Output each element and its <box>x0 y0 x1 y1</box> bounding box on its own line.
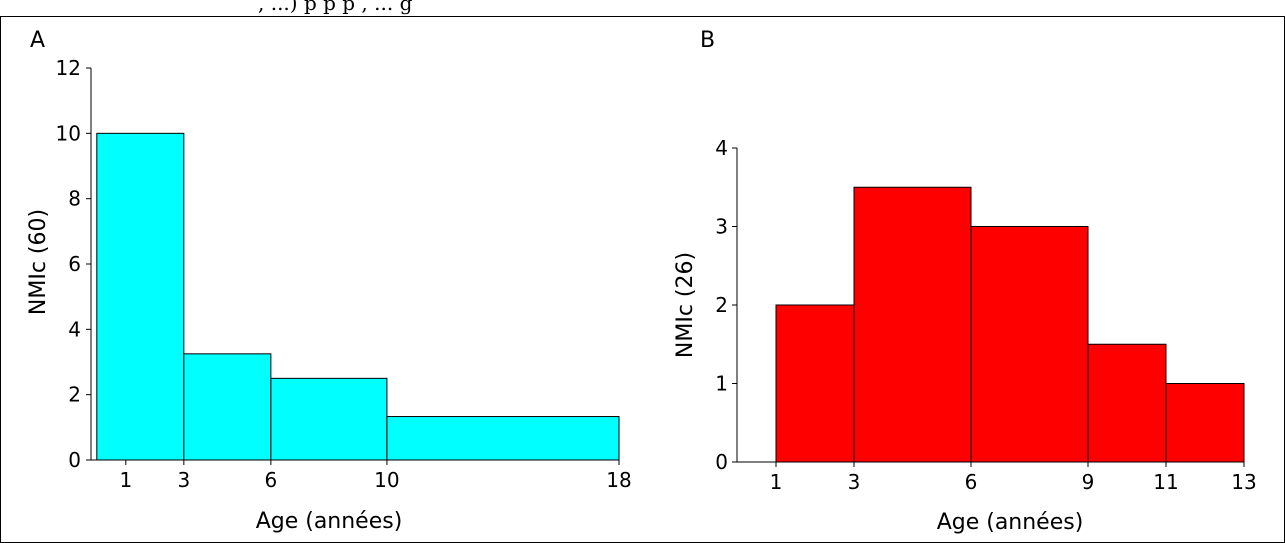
y-tick-label-a: 8 <box>68 187 81 211</box>
bar-a-0 <box>96 132 185 461</box>
y-tick-label-a: 4 <box>68 317 81 341</box>
y-axis-title-b: NMIc (26) <box>673 252 698 358</box>
x-tick-labels-a: 1 3 6 10 18 <box>119 468 631 492</box>
x-tick-label-b: 3 <box>848 470 861 494</box>
x-axis-title-a: Age (années) <box>256 509 403 534</box>
x-tick-label-a: 18 <box>606 468 631 492</box>
y-tick-label-a: 6 <box>68 252 81 276</box>
y-axis-title-a: NMIc (60) <box>26 209 51 315</box>
y-tick-label-a: 10 <box>56 121 81 145</box>
x-tick-label-b: 1 <box>770 470 783 494</box>
y-tick-label-b: 0 <box>715 450 728 474</box>
axes-b <box>732 147 1245 467</box>
x-tick-label-b: 13 <box>1231 470 1256 494</box>
clipped-top-text: , ...) p p p , ... g <box>258 0 413 15</box>
y-tick-labels-a: 0 2 4 6 8 10 12 <box>56 56 81 472</box>
bar-b-0 <box>775 304 855 463</box>
bar-b-3 <box>1087 343 1167 463</box>
y-tick-label-b: 4 <box>715 136 728 160</box>
x-axis-title-b: Age (années) <box>937 510 1084 535</box>
bar-a-1 <box>183 353 272 461</box>
bars-a <box>96 132 620 461</box>
bars-b <box>775 186 1245 463</box>
y-tick-label-a: 2 <box>68 383 81 407</box>
y-tick-labels-b: 0 1 2 3 4 <box>715 136 728 474</box>
chart-panel-a: A 1 3 6 10 18 0 2 4 6 8 10 12 Age (années) NMIc (6… <box>26 28 632 534</box>
bar-b-1 <box>853 186 972 463</box>
x-tick-label-a: 6 <box>265 468 278 492</box>
x-tick-label-b: 6 <box>965 470 978 494</box>
x-tick-label-b: 9 <box>1082 470 1095 494</box>
bar-b-2 <box>970 226 1089 463</box>
y-tick-label-a: 0 <box>68 448 81 472</box>
y-tick-label-b: 2 <box>715 293 728 317</box>
bar-b-4 <box>1165 383 1245 463</box>
axes-a <box>86 67 620 465</box>
panel-label-a: A <box>30 28 45 53</box>
x-tick-labels-b: 1 3 6 9 11 13 <box>770 470 1257 494</box>
x-tick-label-b: 11 <box>1153 470 1178 494</box>
bar-a-3 <box>386 416 620 461</box>
x-tick-label-a: 1 <box>119 468 132 492</box>
figure-border <box>0 16 1285 543</box>
y-tick-label-b: 3 <box>715 215 728 239</box>
x-tick-label-a: 3 <box>177 468 190 492</box>
y-tick-label-a: 12 <box>56 56 81 80</box>
y-tick-label-b: 1 <box>715 372 728 396</box>
x-tick-label-a: 10 <box>374 468 399 492</box>
bar-a-2 <box>270 377 388 461</box>
panel-label-b: B <box>700 28 715 53</box>
